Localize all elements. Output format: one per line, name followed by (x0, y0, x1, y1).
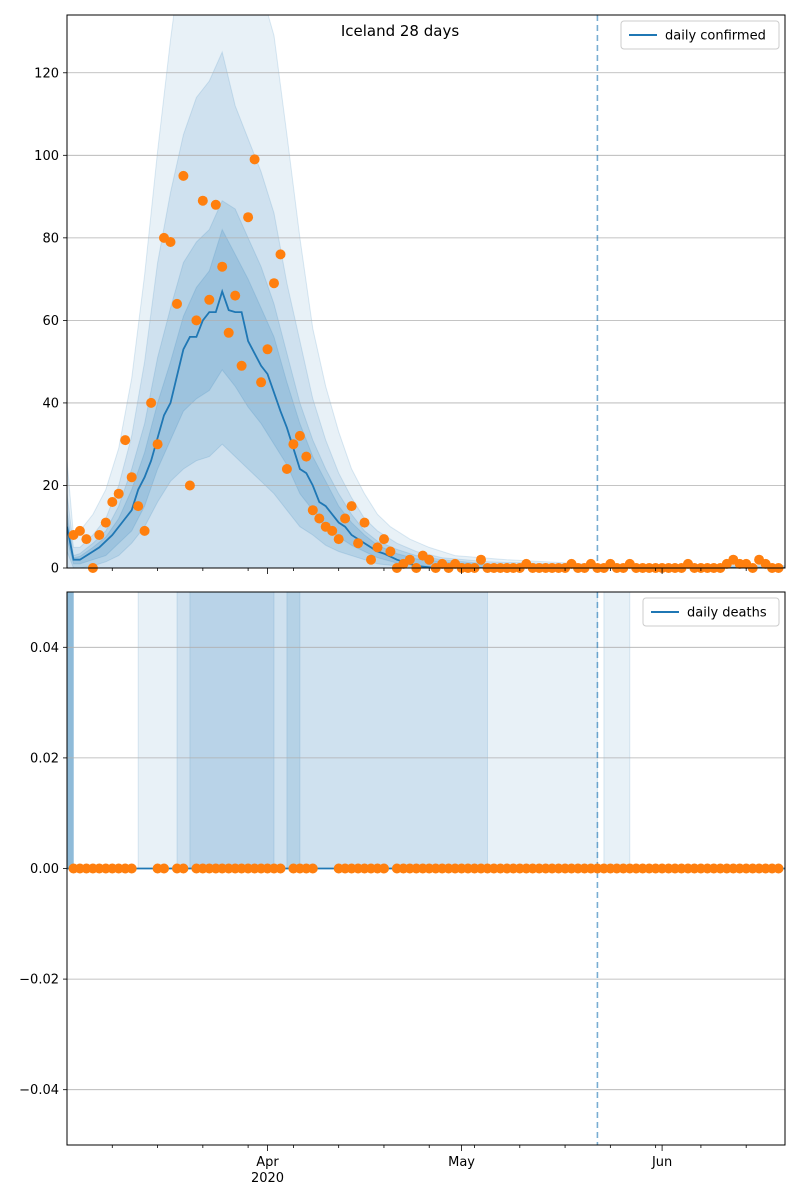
data-point (249, 154, 260, 165)
data-point (236, 360, 247, 371)
data-point (307, 863, 318, 874)
data-point (773, 863, 784, 874)
data-point (184, 480, 195, 491)
data-point (230, 290, 241, 301)
data-point (333, 534, 344, 545)
data-point (275, 249, 286, 260)
confidence-bands (67, 592, 631, 869)
data-point (301, 451, 312, 462)
confidence-band-1 (67, 50, 785, 568)
data-point (353, 538, 364, 549)
data-point (191, 315, 202, 326)
y-tick-label: 0.00 (30, 862, 59, 877)
y-tick-label: 0 (51, 562, 59, 577)
data-point (210, 199, 221, 210)
data-point (294, 430, 305, 441)
data-point (223, 327, 234, 338)
confidence-band-3 (67, 228, 785, 568)
data-point (404, 554, 415, 565)
legend-box (620, 20, 780, 50)
data-point (217, 261, 228, 272)
data-point (366, 554, 376, 565)
data-point (94, 530, 105, 540)
data-point (372, 542, 383, 553)
y-tick-label: 20 (42, 479, 59, 494)
data-point (476, 554, 486, 565)
data-point (133, 501, 144, 512)
y-tick-label: 40 (42, 396, 59, 411)
legend-label: daily confirmed (665, 29, 766, 44)
data-point (243, 212, 254, 223)
data-point (178, 863, 189, 874)
legend-label: daily deaths (687, 606, 767, 621)
data-point (307, 505, 318, 516)
confidence-band-4 (286, 592, 301, 869)
data-point (139, 525, 150, 536)
data-point (275, 863, 286, 874)
y-tick-label: 100 (34, 149, 59, 164)
confidence-band-5 (67, 592, 74, 869)
y-axis-ticks: 0 20 40 60 80 100 120 (34, 66, 67, 577)
confidence-band-2 (67, 199, 785, 568)
data-point (74, 525, 85, 536)
data-point (126, 863, 137, 874)
y-tick-label: 0.02 (30, 751, 59, 766)
data-point (424, 554, 435, 565)
legend-box (642, 597, 780, 627)
legend: daily deaths (642, 597, 780, 627)
data-point (288, 439, 299, 450)
data-point (385, 546, 396, 557)
confidence-bands (67, 15, 785, 568)
y-tick-label: 60 (42, 314, 59, 329)
data-point (379, 534, 389, 545)
y-tick-label: −0.04 (19, 1083, 59, 1098)
panel-confirmed: 0 20 40 60 80 100 120 Iceland 28 days daily co… (34, 14, 786, 577)
x-tick-label: Jun (651, 1155, 672, 1170)
y-axis-ticks: −0.04 −0.02 0.00 0.02 0.04 (19, 641, 67, 1098)
data-point (107, 497, 118, 507)
x-tick-label: Apr (256, 1155, 279, 1170)
y-tick-label: 0.04 (30, 641, 59, 656)
data-point (256, 377, 267, 388)
data-point (281, 464, 292, 474)
confidence-band-0 (67, 15, 785, 568)
data-point (197, 195, 208, 206)
data-point (204, 294, 215, 305)
data-point (269, 278, 279, 289)
legend: daily confirmed (620, 20, 780, 50)
data-point (165, 237, 176, 247)
data-point (314, 513, 325, 524)
data-point (100, 517, 111, 528)
data-point (120, 435, 131, 446)
x-tick-year-label: 2020 (251, 1171, 284, 1186)
y-tick-label: −0.02 (19, 973, 59, 988)
observed-points (68, 863, 784, 874)
data-point (146, 397, 157, 408)
data-point (172, 298, 182, 309)
data-point (346, 501, 357, 512)
chart-title: Iceland 28 days (341, 22, 460, 40)
data-point (152, 439, 163, 450)
data-point (81, 534, 92, 545)
data-point (379, 863, 389, 874)
y-tick-label: 80 (42, 231, 59, 246)
axes-frame (66, 14, 786, 569)
data-point (327, 525, 338, 536)
data-point (159, 863, 169, 874)
data-point (113, 488, 124, 499)
data-point (178, 170, 189, 181)
x-axis-ticks (111, 568, 747, 574)
data-point (359, 517, 370, 528)
y-tick-label: 120 (34, 66, 59, 81)
confidence-band-3 (189, 592, 275, 869)
data-point (340, 513, 351, 524)
data-point (126, 472, 137, 483)
confidence-band-1 (603, 592, 631, 869)
x-tick-label: May (448, 1155, 475, 1170)
data-point (262, 344, 273, 355)
